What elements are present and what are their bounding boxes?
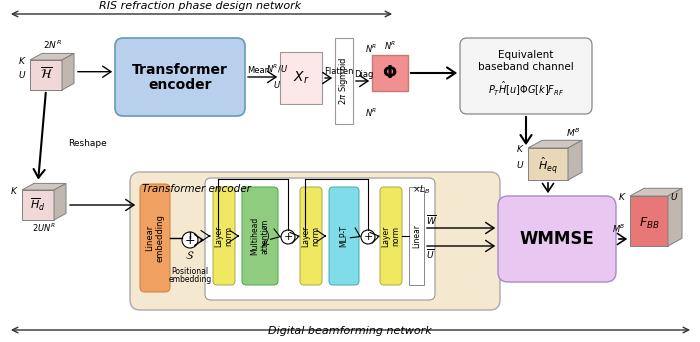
Text: $K$: $K$ [18,54,26,66]
Text: $F_{BB}$: $F_{BB}$ [638,215,659,231]
Bar [409,187,424,285]
Text: $U$: $U$ [18,69,26,80]
Text: $\times L_B$: $\times L_B$ [412,184,431,197]
Text: Layer
norm: Layer norm [214,225,234,247]
Text: Transformer: Transformer [132,63,228,77]
Text: $\overline{H}_d$: $\overline{H}_d$ [30,197,46,213]
FancyBboxPatch shape [213,187,235,285]
Text: Transformer encoder: Transformer encoder [142,184,251,194]
FancyBboxPatch shape [130,172,500,310]
Polygon shape [62,53,74,90]
FancyBboxPatch shape [300,187,322,285]
Polygon shape [630,196,668,246]
Text: $K$: $K$ [617,190,626,201]
Polygon shape [22,183,66,190]
Circle shape [361,230,375,244]
Text: $N^R$: $N^R$ [365,107,377,119]
Text: $\overline{U}$: $\overline{U}$ [426,247,435,261]
Text: $K$: $K$ [515,143,524,154]
Text: Diag: Diag [354,70,373,79]
Circle shape [182,232,198,248]
Text: $N^R$: $N^R$ [384,40,396,52]
Text: $M^B$: $M^B$ [612,223,626,235]
Polygon shape [528,140,582,148]
Text: RIS refraction phase design network: RIS refraction phase design network [99,1,301,11]
Text: $M^B$: $M^B$ [566,127,580,139]
Text: Flatten: Flatten [324,67,354,76]
Text: Layer
norm: Layer norm [382,225,400,247]
Circle shape [281,230,295,244]
Text: MLP-T: MLP-T [340,225,349,247]
Polygon shape [30,53,74,60]
Text: Reshape: Reshape [68,140,106,148]
Bar [372,55,408,91]
Text: Equivalent: Equivalent [498,50,554,60]
Text: $P_T\hat{H}[u]\mathit{\Phi}G[k]F_{RF}$: $P_T\hat{H}[u]\mathit{\Phi}G[k]F_{RF}$ [488,80,564,98]
Text: $N^R$: $N^R$ [365,43,377,55]
Text: $K$: $K$ [10,184,18,196]
Text: Linear: Linear [412,224,421,248]
Text: Positional: Positional [172,267,209,276]
Polygon shape [568,140,582,180]
Text: $2UN^R$: $2UN^R$ [32,222,56,234]
Text: Digital beamforming network: Digital beamforming network [268,326,432,336]
Text: $+$: $+$ [184,234,195,247]
FancyBboxPatch shape [498,196,616,282]
Bar [335,38,353,124]
Text: $U$: $U$ [516,158,524,170]
Polygon shape [630,188,682,196]
Text: $+$: $+$ [363,232,373,242]
Text: $2N^R$: $2N^R$ [43,39,62,51]
Text: embedding: embedding [169,275,211,284]
FancyBboxPatch shape [242,187,278,285]
Polygon shape [528,148,568,180]
Bar [280,52,322,104]
Text: Linear
embedding: Linear embedding [146,214,164,262]
Text: Multihead
attention: Multihead attention [251,217,270,255]
Text: $U$: $U$ [670,190,678,201]
Text: baseband channel: baseband channel [478,62,574,72]
Text: $N^R/U$: $N^R/U$ [266,63,288,75]
Text: Layer
norm: Layer norm [301,225,321,247]
Text: $+$: $+$ [283,232,293,242]
Text: $\boldsymbol{X_r}$: $\boldsymbol{X_r}$ [293,70,309,86]
Text: $2\pi$ Sigmoid: $2\pi$ Sigmoid [337,57,351,105]
Text: Mean: Mean [247,66,270,75]
Text: $\mathcal{S}$: $\mathcal{S}$ [186,249,195,261]
Text: $\overline{\mathcal{H}}$: $\overline{\mathcal{H}}$ [40,67,52,83]
Polygon shape [54,183,66,220]
Text: $\boldsymbol{\Phi}$: $\boldsymbol{\Phi}$ [382,64,398,82]
FancyBboxPatch shape [460,38,592,114]
FancyBboxPatch shape [205,178,435,300]
FancyBboxPatch shape [115,38,245,116]
Polygon shape [22,190,54,220]
Text: $\hat{H}_{eq}$: $\hat{H}_{eq}$ [538,156,558,176]
Polygon shape [668,188,682,246]
Text: WMMSE: WMMSE [519,230,594,248]
Polygon shape [30,60,62,90]
Text: $\overline{W}$: $\overline{W}$ [426,213,438,227]
Text: $U$: $U$ [273,79,281,90]
FancyBboxPatch shape [329,187,359,285]
FancyBboxPatch shape [380,187,402,285]
FancyBboxPatch shape [140,184,170,292]
Text: encoder: encoder [148,78,211,92]
